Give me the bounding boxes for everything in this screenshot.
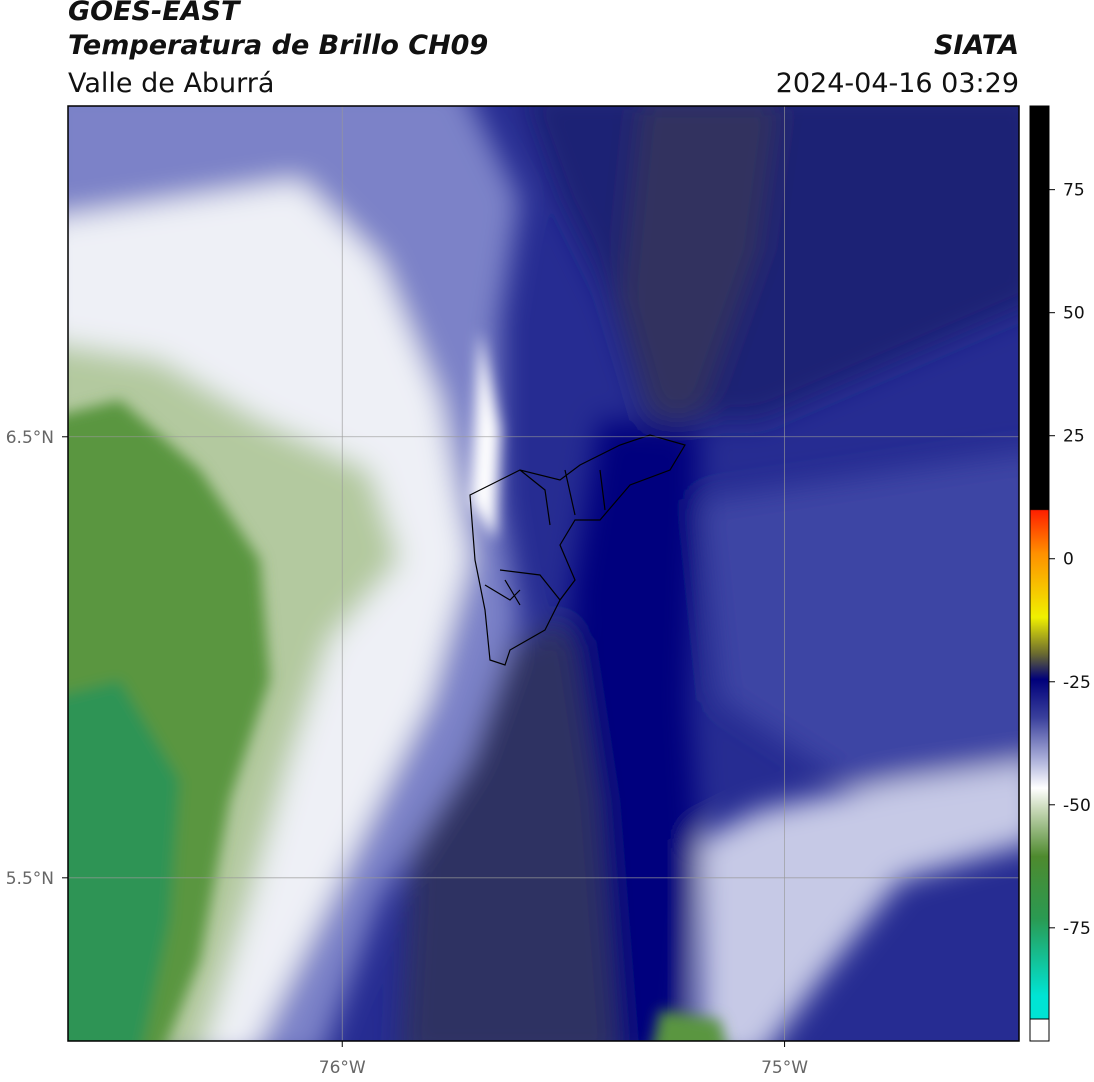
colorbar-under <box>1029 1018 1050 1042</box>
colorbar-tick-label: 25 <box>1063 427 1085 447</box>
municipal-boundaries <box>469 434 686 666</box>
source: SIATA <box>934 30 1019 61</box>
y-tick-label: 5.5°N <box>6 869 54 889</box>
colorbar <box>1030 106 1049 1019</box>
subtitle: Temperatura de Brillo CH09 <box>68 30 488 61</box>
colorbar-tick-label: 0 <box>1063 550 1074 570</box>
colorbar-tick-label: -25 <box>1063 673 1091 693</box>
title: GOES-EAST <box>68 0 242 27</box>
timestamp: 2024-04-16 03:29 <box>776 68 1019 99</box>
satellite-image <box>68 106 1019 1041</box>
y-tick-label: 6.5°N <box>6 428 54 448</box>
colorbar-tick-label: -50 <box>1063 796 1091 816</box>
map-frame <box>67 105 1020 1042</box>
colorbar-frame <box>1029 105 1050 1042</box>
region: Valle de Aburrá <box>68 68 274 99</box>
x-tick-label: 75°W <box>761 1058 808 1078</box>
x-tick-label: 76°W <box>319 1058 366 1078</box>
colorbar-tick-label: 50 <box>1063 304 1085 324</box>
colorbar-tick-label: -75 <box>1063 919 1091 939</box>
colorbar-tick-label: 75 <box>1063 181 1085 201</box>
